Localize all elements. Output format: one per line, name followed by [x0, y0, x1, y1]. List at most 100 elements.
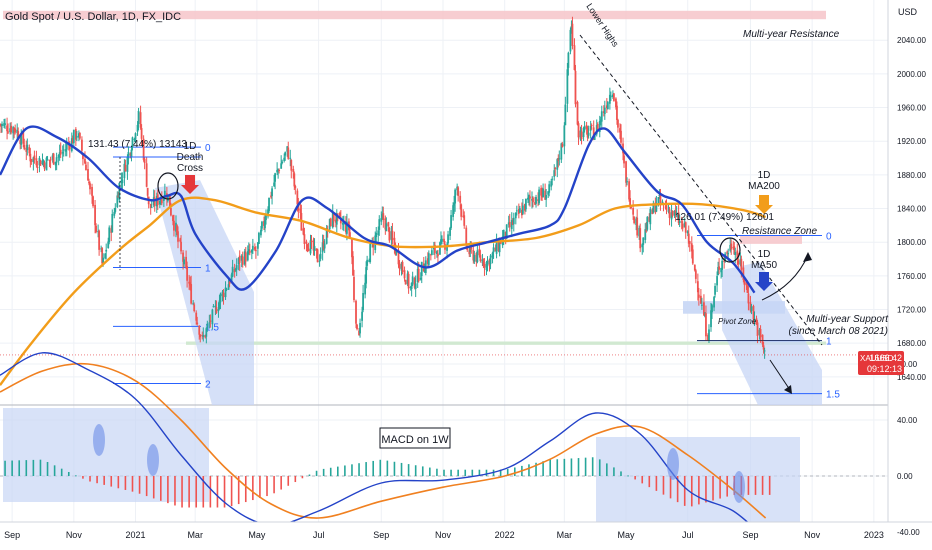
candle-body: [286, 146, 289, 152]
candle-body: [463, 215, 466, 226]
candle-body: [204, 335, 207, 338]
candle-body: [335, 213, 338, 225]
candle-body: [567, 52, 570, 68]
time-tick-label: May: [618, 530, 636, 540]
candle-body: [570, 26, 573, 33]
macd-histogram-bar: [89, 476, 91, 482]
macd-histogram-bar: [690, 476, 693, 507]
candle-body: [129, 153, 132, 156]
candle-body: [746, 285, 749, 293]
candle-body: [635, 218, 638, 225]
candle-body: [587, 132, 590, 136]
candle-body: [277, 169, 280, 172]
candle-body: [26, 144, 29, 151]
candle-body: [469, 245, 472, 253]
candle-body: [241, 256, 244, 265]
price-tick-label: 1720.00: [897, 306, 926, 315]
candle-body: [33, 155, 36, 160]
candle-body: [540, 188, 542, 196]
ma200-label-1: 1D: [758, 170, 771, 181]
candle-body: [49, 159, 52, 161]
candle-body: [521, 205, 524, 214]
price-tick-label: 1920.00: [897, 137, 926, 146]
candle-body: [576, 101, 579, 125]
candle-body: [100, 248, 103, 250]
macd-histogram-bar: [337, 466, 339, 476]
candle-body: [400, 264, 403, 271]
candle-body: [642, 237, 645, 245]
candle-body: [468, 250, 471, 255]
candle-body: [595, 125, 598, 135]
candle-body: [149, 203, 152, 209]
candle-body: [406, 273, 409, 285]
fib-label-left: 2: [205, 380, 211, 391]
candle-body: [532, 197, 534, 203]
candle-body: [606, 102, 609, 110]
candle-body: [527, 197, 529, 200]
candle-body: [302, 228, 305, 235]
macd-histogram-bar: [556, 459, 559, 476]
candle-body: [230, 274, 233, 283]
candle-body: [97, 231, 100, 233]
candle-body: [258, 232, 260, 244]
candle-body: [19, 140, 22, 144]
candle-body: [750, 306, 753, 311]
time-tick-label: 2023: [864, 530, 884, 540]
candle-body: [287, 147, 290, 159]
candle-body: [39, 160, 42, 166]
macd-histogram-bar: [712, 476, 714, 501]
candle-body: [381, 213, 384, 218]
macd-histogram-bar: [244, 476, 247, 503]
candle-body: [743, 279, 746, 285]
candle-body: [592, 127, 595, 140]
candle-body: [753, 319, 756, 321]
candle-body: [271, 188, 273, 197]
candle-body: [740, 258, 743, 270]
candle-body: [310, 241, 313, 243]
candle-body: [652, 203, 655, 213]
candle-body: [315, 248, 318, 251]
candle-body: [465, 227, 468, 246]
macd-histogram-bar: [400, 462, 403, 476]
candle-body: [609, 95, 612, 98]
fib-label-right: 1: [826, 337, 832, 348]
candle-body: [278, 170, 281, 172]
candles-layer: [0, 16, 766, 359]
candle-body: [688, 241, 691, 244]
candle-body: [525, 198, 527, 210]
candle-body: [186, 266, 189, 281]
candle-body: [48, 159, 51, 161]
candle-body: [420, 261, 423, 277]
macd-zone-right: [596, 437, 800, 523]
lower-highs-trendline: [579, 34, 823, 346]
candle-body: [283, 157, 286, 161]
time-tick-label: Nov: [804, 530, 821, 540]
candle-body: [716, 276, 718, 286]
macd-histogram-bar: [60, 468, 63, 476]
candle-body: [23, 144, 26, 150]
candle-body: [131, 137, 134, 148]
macd-histogram-bar: [464, 469, 467, 476]
candle-body: [59, 149, 62, 155]
candle-body: [664, 206, 667, 208]
candle-body: [124, 164, 127, 172]
candle-body: [71, 138, 74, 144]
macd-histogram-bar: [669, 476, 672, 499]
candle-body: [573, 45, 576, 70]
macd-histogram-bar: [549, 459, 551, 476]
candle-body: [752, 305, 755, 320]
candle-body: [677, 212, 680, 223]
candle-body: [602, 111, 605, 113]
candle-body: [375, 232, 378, 238]
candle-body: [38, 157, 41, 166]
candle-body: [217, 309, 220, 312]
macd-histogram-bar: [216, 476, 219, 508]
candle-body: [447, 234, 449, 244]
macd-histogram-bar: [75, 475, 77, 477]
time-tick-label: May: [248, 530, 266, 540]
macd-histogram-bar: [82, 476, 84, 479]
macd-histogram-bar: [145, 476, 148, 497]
candle-body: [136, 124, 139, 132]
candle-body: [494, 247, 497, 252]
